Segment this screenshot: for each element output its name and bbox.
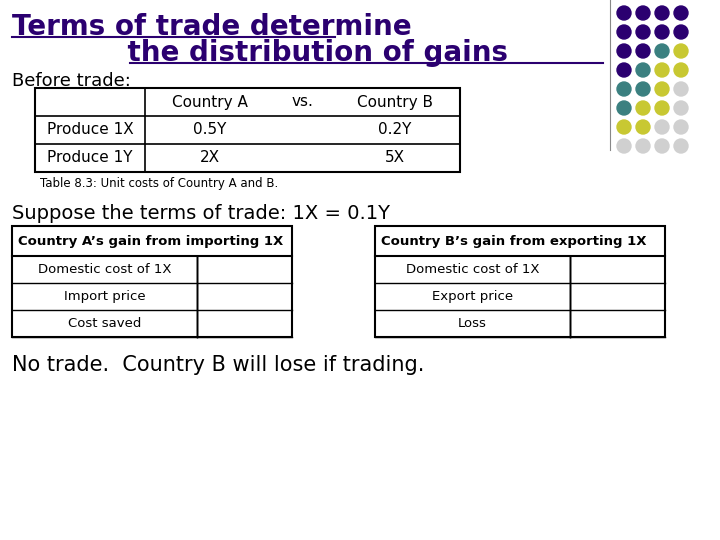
Circle shape — [617, 63, 631, 77]
Circle shape — [674, 82, 688, 96]
Circle shape — [636, 101, 650, 115]
Circle shape — [674, 25, 688, 39]
Circle shape — [636, 25, 650, 39]
Text: Suppose the terms of trade: 1X = 0.1Y: Suppose the terms of trade: 1X = 0.1Y — [12, 204, 390, 223]
Text: Terms of trade determine: Terms of trade determine — [12, 13, 412, 41]
Circle shape — [636, 6, 650, 20]
Text: vs.: vs. — [292, 94, 313, 110]
Text: 2X: 2X — [200, 151, 220, 165]
Circle shape — [674, 6, 688, 20]
Circle shape — [674, 44, 688, 58]
Circle shape — [655, 120, 669, 134]
Text: Country A’s gain from importing 1X: Country A’s gain from importing 1X — [18, 234, 283, 247]
Text: Cost saved: Cost saved — [68, 317, 141, 330]
Circle shape — [617, 120, 631, 134]
Circle shape — [674, 120, 688, 134]
Text: Country A: Country A — [172, 94, 248, 110]
Text: Produce 1X: Produce 1X — [47, 123, 133, 138]
Circle shape — [674, 101, 688, 115]
Text: the distribution of gains: the distribution of gains — [12, 39, 508, 67]
Circle shape — [636, 82, 650, 96]
Circle shape — [636, 44, 650, 58]
Circle shape — [617, 44, 631, 58]
Text: Loss: Loss — [458, 317, 487, 330]
Text: No trade.  Country B will lose if trading.: No trade. Country B will lose if trading… — [12, 355, 424, 375]
Circle shape — [655, 82, 669, 96]
Circle shape — [674, 63, 688, 77]
Text: Country B: Country B — [357, 94, 433, 110]
Text: Country B’s gain from exporting 1X: Country B’s gain from exporting 1X — [381, 234, 647, 247]
Text: Produce 1Y: Produce 1Y — [48, 151, 132, 165]
Bar — [12, 226, 292, 337]
Circle shape — [655, 139, 669, 153]
Text: 5X: 5X — [385, 151, 405, 165]
Circle shape — [636, 120, 650, 134]
Circle shape — [636, 139, 650, 153]
Circle shape — [617, 82, 631, 96]
Circle shape — [617, 101, 631, 115]
Text: Before trade:: Before trade: — [12, 72, 131, 90]
Circle shape — [655, 63, 669, 77]
Circle shape — [617, 6, 631, 20]
Circle shape — [617, 25, 631, 39]
Text: 0.2Y: 0.2Y — [378, 123, 412, 138]
Circle shape — [655, 25, 669, 39]
Text: Export price: Export price — [432, 290, 513, 303]
Bar — [35, 88, 460, 172]
Text: Import price: Import price — [63, 290, 145, 303]
Text: 0.5Y: 0.5Y — [193, 123, 227, 138]
Circle shape — [674, 139, 688, 153]
Circle shape — [655, 101, 669, 115]
Bar — [375, 226, 665, 337]
Text: Table 8.3: Unit costs of Country A and B.: Table 8.3: Unit costs of Country A and B… — [40, 177, 278, 190]
Text: Domestic cost of 1X: Domestic cost of 1X — [37, 263, 171, 276]
Circle shape — [655, 6, 669, 20]
Text: Domestic cost of 1X: Domestic cost of 1X — [406, 263, 539, 276]
Circle shape — [636, 63, 650, 77]
Circle shape — [655, 44, 669, 58]
Circle shape — [617, 139, 631, 153]
